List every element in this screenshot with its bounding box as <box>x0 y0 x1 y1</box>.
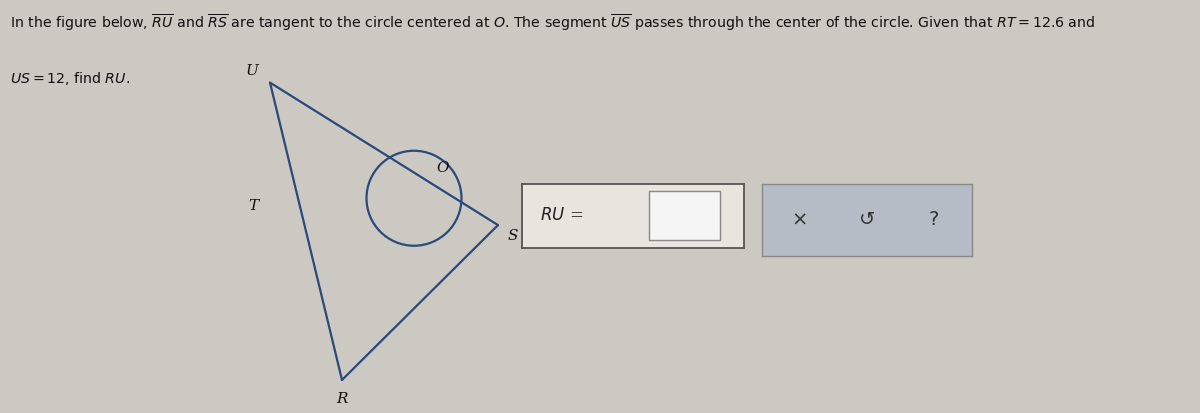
Bar <box>648 192 720 240</box>
Text: S: S <box>508 229 518 243</box>
Text: ↺: ↺ <box>859 210 875 230</box>
Text: R: R <box>336 392 348 406</box>
Text: ?: ? <box>929 210 940 230</box>
Text: $RU$ =: $RU$ = <box>540 207 584 224</box>
Text: In the figure below, $\overline{RU}$ and $\overline{RS}$ are tangent to the circ: In the figure below, $\overline{RU}$ and… <box>10 12 1094 33</box>
Text: ×: × <box>792 210 808 230</box>
Text: U: U <box>245 64 258 78</box>
Text: T: T <box>248 199 258 214</box>
Text: O: O <box>436 161 449 175</box>
Text: $US=12$, find $RU$.: $US=12$, find $RU$. <box>10 70 130 87</box>
